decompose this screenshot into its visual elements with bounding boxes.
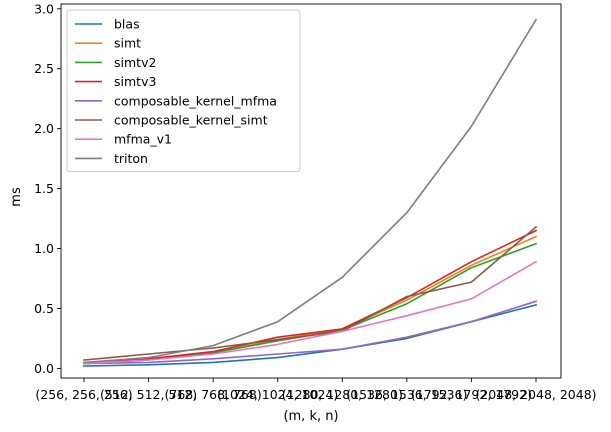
x-tick-label: (512, 512, 512) <box>100 387 197 402</box>
legend-entry-label: composable_kernel_simt <box>114 113 268 128</box>
legend-entry-label: triton <box>114 151 148 166</box>
legend-entry-label: simt <box>114 36 141 51</box>
y-axis-label: ms <box>9 187 24 207</box>
x-axis-label: (m, k, n) <box>283 409 338 424</box>
y-tick-label: 3.0 <box>34 1 54 16</box>
x-tick-label: (768, 768, 768) <box>165 387 262 402</box>
series-line-composable-kernel-mfma <box>83 300 538 365</box>
y-tick-label: 1.5 <box>34 181 54 196</box>
legend-entry-label: mfma_v1 <box>114 132 172 147</box>
series-line-composable-kernel-simt <box>83 225 538 361</box>
x-axis: (256, 256, 256)(512, 512, 512)(768, 768,… <box>35 378 597 402</box>
y-tick-label: 2.5 <box>34 61 54 76</box>
series-line-mfma-v1 <box>83 260 538 365</box>
x-tick-label: (2048, 2048, 2048) <box>475 387 596 402</box>
series-layer <box>83 18 538 367</box>
plot-frame <box>60 3 562 379</box>
legend-box <box>66 9 301 173</box>
y-tick-label: 1.0 <box>34 241 54 256</box>
x-tick-label: (1280, 1280, 1280) <box>282 387 403 402</box>
y-tick-label: 0.5 <box>34 301 54 316</box>
y-tick-label: 0.0 <box>34 361 54 376</box>
x-tick-label: (1024, 1024, 1024) <box>217 387 338 402</box>
x-tick-label: (1536, 1536, 1536) <box>346 387 467 402</box>
legend: blas simt simtv2 simtv3 composable_kernel_mf… <box>66 9 301 173</box>
x-tick-label: (256, 256, 256) <box>35 387 132 402</box>
legend-entry-label: simtv2 <box>114 55 156 70</box>
series-line-simtv3 <box>83 229 538 365</box>
x-tick-label: (1792, 1792, 1792) <box>411 387 532 402</box>
y-tick-label: 2.0 <box>34 121 54 136</box>
y-axis: 0.0 0.5 1.0 1.5 2.0 2.5 3.0 <box>34 1 61 376</box>
series-line-triton <box>83 18 538 364</box>
legend-entry-label: blas <box>114 17 140 32</box>
legend-entry-label: simtv3 <box>114 74 156 89</box>
legend-entry-label: composable_kernel_mfma <box>114 93 277 108</box>
